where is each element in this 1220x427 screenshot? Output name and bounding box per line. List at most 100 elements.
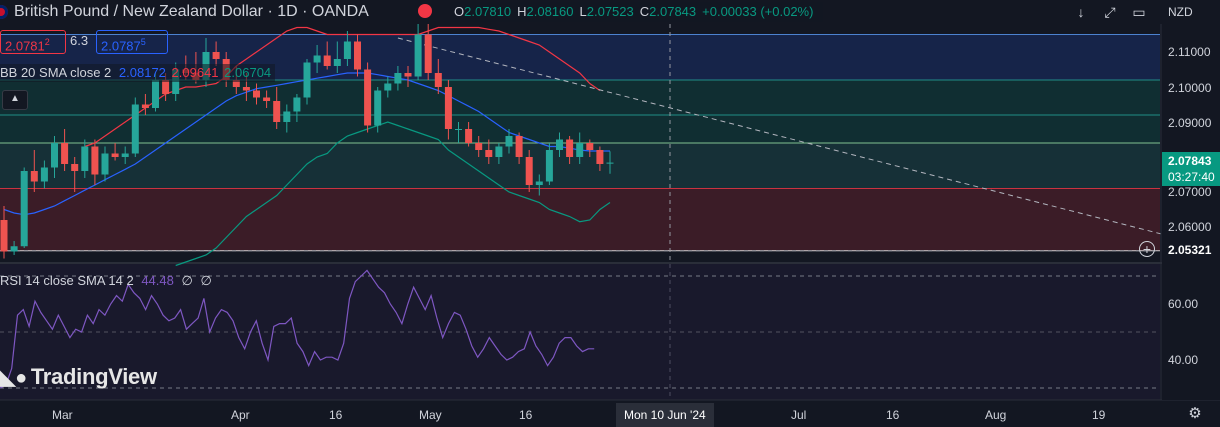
candle-down — [242, 87, 250, 91]
candle-up — [545, 150, 553, 182]
candle-up — [283, 111, 291, 122]
price-tick: 2.07000 — [1168, 185, 1212, 199]
price-zones — [0, 34, 1160, 251]
time-label: Aug — [985, 408, 1007, 422]
candle-down — [253, 90, 260, 98]
candle-up — [606, 162, 614, 164]
time-label: 16 — [886, 408, 900, 422]
candle-down — [30, 171, 38, 182]
candle-up — [303, 62, 311, 98]
rsi-pane — [0, 269, 1160, 389]
candle-up — [20, 171, 28, 247]
axes — [0, 24, 1220, 427]
symbol-title[interactable]: British Pound / New Zealand Dollar · 1D … — [0, 0, 369, 24]
candle-up — [455, 129, 462, 130]
candle-up — [414, 34, 422, 77]
rsi-tick: 60.00 — [1168, 297, 1199, 311]
candle-up — [51, 143, 58, 168]
time-label: Mar — [52, 408, 73, 422]
bb-upper-line — [84, 26, 601, 148]
time-label: Jul — [791, 408, 807, 422]
ohlc-legend: O2.07810 H2.08160 L2.07523 C2.07843 +0.00033… — [450, 2, 824, 22]
candle-up — [40, 167, 48, 182]
tradingview-watermark: ◣● TradingView — [0, 364, 157, 389]
candle-down — [404, 73, 412, 77]
price-tick: 2.06000 — [1168, 220, 1212, 234]
candle-down — [586, 143, 594, 150]
candle-down — [111, 153, 119, 157]
candles — [0, 24, 614, 259]
candle-up — [131, 104, 139, 154]
candle-up — [333, 59, 341, 66]
bb-lower-line — [175, 121, 611, 267]
candle-down — [273, 101, 281, 122]
candle-up — [10, 246, 18, 252]
trendline — [397, 37, 1217, 249]
price-tick: 2.11000 — [1168, 45, 1211, 59]
candle-down — [364, 69, 372, 126]
download-icon[interactable]: ↓ — [1077, 4, 1085, 20]
trendline-line — [397, 37, 1217, 249]
sell-button[interactable]: 2.07812 — [0, 30, 66, 54]
candle-down — [515, 136, 523, 157]
candle-up — [101, 153, 109, 175]
price-tick: 2.10000 — [1168, 81, 1212, 95]
spread-value: 6.3 — [70, 33, 89, 48]
price-tick: 2.09000 — [1168, 116, 1212, 130]
candle-down — [323, 55, 331, 66]
time-label: 16 — [329, 408, 343, 422]
candle-up — [556, 139, 563, 150]
time-label: 16 — [519, 408, 533, 422]
rsi-line — [0, 269, 595, 389]
bb-legend[interactable]: BB 20 SMA close 2 2.08172 2.09641 2.0670… — [0, 64, 276, 82]
candle-up — [293, 97, 301, 112]
add-alert-plus-icon[interactable]: + — [1139, 241, 1155, 257]
gb-flag-icon — [0, 4, 8, 19]
candle-down — [61, 143, 69, 164]
tradingview-logo-icon: ◣● — [0, 367, 27, 389]
candle-up — [394, 73, 402, 84]
candle-up — [384, 83, 392, 91]
candle-up — [576, 143, 584, 157]
crosshair-price-label: 2.05321 — [1162, 240, 1220, 260]
candle-down — [162, 80, 170, 94]
candle-down — [141, 104, 149, 108]
currency-selector[interactable]: NZD — [1162, 0, 1220, 24]
market-status-icon[interactable] — [418, 4, 432, 18]
buy-button[interactable]: 2.07875 — [96, 30, 168, 54]
candle-up — [121, 153, 129, 157]
candle-down — [444, 87, 452, 129]
collapse-legend-button[interactable]: ▲ — [2, 90, 28, 110]
settings-gear-icon[interactable]: ⚙ — [1188, 405, 1202, 422]
candle-up — [343, 41, 351, 59]
candle-down — [212, 52, 220, 59]
candle-down — [485, 150, 493, 157]
candle-down — [424, 34, 432, 73]
candle-down — [354, 41, 361, 70]
candle-up — [535, 181, 543, 185]
candle-down — [0, 220, 8, 252]
rsi-tick: 40.00 — [1168, 353, 1199, 367]
candle-down — [596, 150, 604, 164]
candle-down — [566, 139, 574, 157]
candle-up — [152, 80, 159, 108]
rsi-legend[interactable]: RSI 14 close SMA 14 2 44.48 ∅ ∅ — [0, 273, 212, 288]
time-label: Apr — [231, 408, 250, 422]
time-label: May — [419, 408, 442, 422]
candle-down — [434, 73, 442, 87]
candle-down — [525, 157, 533, 185]
screenshot-icon[interactable]: ▭ — [1132, 4, 1146, 20]
candle-down — [91, 146, 99, 175]
candle-up — [81, 146, 89, 171]
candle-up — [374, 90, 382, 126]
time-label: 19 — [1092, 408, 1106, 422]
candle-down — [465, 129, 473, 143]
candle-down — [475, 143, 483, 150]
candle-down — [263, 97, 271, 101]
fullscreen-icon[interactable]: ⤢ — [1104, 4, 1116, 20]
candle-down — [71, 164, 79, 171]
candle-down — [232, 80, 240, 87]
price-axis-bg — [1162, 24, 1220, 400]
time-axis-bg — [0, 401, 1220, 427]
